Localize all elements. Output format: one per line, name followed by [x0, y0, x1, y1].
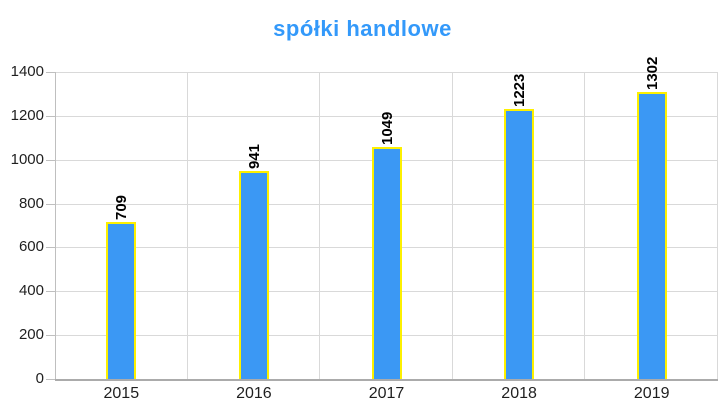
category-gridline	[451, 72, 453, 379]
x-axis-category-label: 2017	[368, 385, 405, 402]
category-gridline	[717, 72, 718, 379]
bar-value-label: 1302	[643, 56, 661, 90]
y-axis-tick-label: 1000	[10, 150, 44, 168]
category-gridline	[186, 72, 188, 379]
bar-value-label: 1049	[378, 111, 396, 145]
x-axis-category-label: 2015	[103, 385, 140, 402]
y-axis-tick	[46, 72, 55, 73]
bar-value-label: 1223	[511, 73, 529, 107]
x-axis-category-label: 2019	[633, 385, 670, 402]
x-axis-category-label: 2016	[236, 385, 272, 402]
plot-area: 709 941 1049 1223 1302	[55, 56, 718, 381]
y-axis-tick	[46, 335, 55, 337]
y-axis-tick	[46, 291, 55, 293]
y-axis-tick-label: 0	[35, 370, 44, 387]
y-axis-tick	[46, 247, 55, 249]
category-gridline	[319, 72, 321, 379]
bar-value-label: 941	[245, 143, 263, 169]
h-gridline	[55, 115, 718, 117]
y-axis-tick-label: 600	[18, 238, 44, 256]
y-axis-tick	[46, 379, 55, 380]
y-axis-tick	[46, 115, 55, 117]
y-axis-tick-label: 400	[18, 282, 44, 300]
y-axis-tick	[46, 203, 55, 205]
x-axis-line	[55, 379, 718, 381]
x-axis-category-label: 2018	[501, 385, 537, 402]
y-axis-tick-label: 800	[18, 194, 44, 212]
bar-2016	[238, 170, 269, 379]
h-gridline	[55, 72, 718, 73]
y-axis-tick-label: 1400	[10, 63, 44, 80]
bar-2018	[504, 108, 535, 379]
bar-2017	[371, 147, 402, 379]
category-gridline	[584, 72, 586, 379]
y-axis-tick-label: 1200	[10, 106, 44, 124]
bar-value-label: 709	[113, 194, 131, 220]
chart-title: spółki handlowe	[273, 16, 452, 41]
bar-2015	[106, 221, 137, 379]
bar-2019	[636, 91, 667, 379]
y-axis-line	[55, 72, 56, 379]
y-axis-tick	[46, 159, 55, 161]
y-axis-tick-label: 200	[18, 326, 44, 344]
